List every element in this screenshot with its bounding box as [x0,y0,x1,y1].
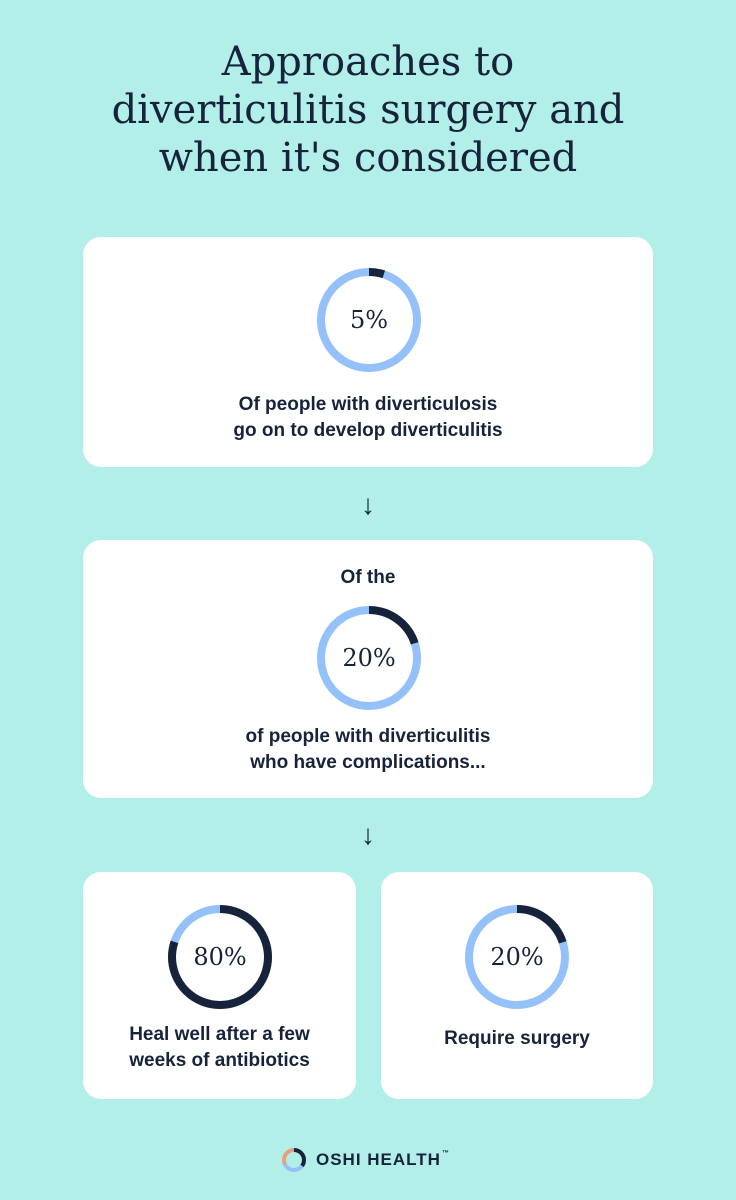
title-line-3: when it's considered [158,135,578,181]
caption-line-1: Of people with diverticulosis [238,394,498,415]
percent-value: 80% [193,943,247,971]
page-title: Approaches to diverticulitis surgery and… [0,38,736,182]
down-arrow-icon: ↓ [361,489,375,520]
stat-card-surgery: 20% Require surgery [381,872,653,1099]
stat-caption: Require surgery [381,1026,653,1052]
oshi-health-logo: OSHI HEALTH™ [280,1144,450,1176]
logo-text: OSHI HEALTH™ [316,1150,450,1170]
logo-wordmark: OSHI HEALTH [316,1150,441,1169]
ring-chart [465,905,569,1009]
ring-arc [317,268,421,372]
percent-value: 5% [349,306,389,334]
ring-logo-icon [282,1148,306,1172]
ring-arc [168,905,272,1009]
caption-line-2: who have complications... [250,752,486,773]
percent-value: 20% [490,943,544,971]
caption-line-2: go on to develop diverticulitis [233,420,503,441]
title-line-2: diverticulitis surgery and [111,87,625,133]
stat-caption: Heal well after a few weeks of antibioti… [83,1022,356,1074]
ring-chart [317,268,421,372]
caption-line-2: weeks of antibiotics [129,1050,310,1071]
stat-intro: Of the [340,567,396,588]
percent-ring: 20% [464,904,570,1010]
down-arrow-icon: ↓ [361,819,375,850]
ring-arc [465,905,569,1009]
caption-line-1: Heal well after a few [129,1024,310,1045]
caption-line-1: Require surgery [444,1028,590,1049]
title-line-1: Approaches to [221,39,515,85]
stat-caption: of people with diverticulitis who have c… [83,724,653,776]
stat-card-complications: Of the 20% of people with diverticulitis… [83,540,653,798]
percent-ring: 80% [167,904,273,1010]
percent-value: 20% [342,644,396,672]
stat-caption: Of people with diverticulosis go on to d… [83,392,653,444]
stat-card-heal: 80% Heal well after a few weeks of antib… [83,872,356,1099]
ring-arc [317,606,421,710]
stat-card-diverticulosis: 5% Of people with diverticulosis go on t… [83,237,653,467]
ring-chart [168,905,272,1009]
percent-ring: 5% [316,267,422,373]
percent-ring: 20% [316,605,422,711]
ring-chart [317,606,421,710]
caption-line-1: of people with diverticulitis [245,726,491,747]
trademark-symbol: ™ [441,1150,450,1157]
